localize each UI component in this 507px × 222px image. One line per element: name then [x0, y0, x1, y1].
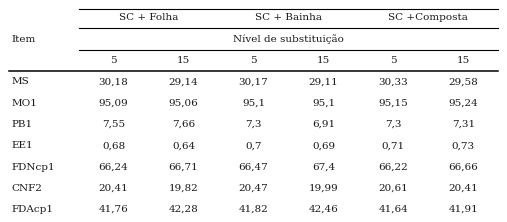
Text: 7,31: 7,31	[452, 120, 475, 129]
Text: 15: 15	[177, 56, 190, 65]
Text: 30,33: 30,33	[379, 77, 408, 86]
Text: 95,15: 95,15	[379, 99, 408, 108]
Text: 29,11: 29,11	[309, 77, 338, 86]
Text: EE1: EE1	[11, 141, 33, 150]
Text: 7,66: 7,66	[172, 120, 195, 129]
Text: 19,82: 19,82	[169, 184, 198, 193]
Text: 42,28: 42,28	[169, 205, 198, 214]
Text: SC +Composta: SC +Composta	[388, 13, 468, 22]
Text: 7,55: 7,55	[102, 120, 125, 129]
Text: 41,91: 41,91	[449, 205, 478, 214]
Text: 95,06: 95,06	[169, 99, 198, 108]
Text: 29,58: 29,58	[449, 77, 478, 86]
Text: 66,24: 66,24	[99, 163, 128, 172]
Text: 41,82: 41,82	[239, 205, 268, 214]
Text: 0,69: 0,69	[312, 141, 335, 150]
Text: 66,22: 66,22	[379, 163, 408, 172]
Text: 20,61: 20,61	[379, 184, 408, 193]
Text: 15: 15	[317, 56, 330, 65]
Text: MO1: MO1	[11, 99, 37, 108]
Text: FDAcp1: FDAcp1	[11, 205, 53, 214]
Text: 41,64: 41,64	[379, 205, 408, 214]
Text: 5: 5	[250, 56, 257, 65]
Text: 0,68: 0,68	[102, 141, 125, 150]
Text: SC + Folha: SC + Folha	[119, 13, 178, 22]
Text: 5: 5	[390, 56, 397, 65]
Text: 41,76: 41,76	[99, 205, 128, 214]
Text: PB1: PB1	[11, 120, 32, 129]
Text: 15: 15	[457, 56, 470, 65]
Text: 66,66: 66,66	[449, 163, 478, 172]
Text: 0,64: 0,64	[172, 141, 195, 150]
Text: 66,71: 66,71	[169, 163, 198, 172]
Text: FDNcp1: FDNcp1	[11, 163, 55, 172]
Text: 66,47: 66,47	[239, 163, 268, 172]
Text: Nível de substituição: Nível de substituição	[233, 34, 344, 44]
Text: 42,46: 42,46	[309, 205, 338, 214]
Text: 7,3: 7,3	[245, 120, 262, 129]
Text: 7,3: 7,3	[385, 120, 402, 129]
Text: 30,18: 30,18	[99, 77, 128, 86]
Text: Item: Item	[11, 35, 35, 44]
Text: 95,09: 95,09	[99, 99, 128, 108]
Text: 29,14: 29,14	[169, 77, 198, 86]
Text: MS: MS	[11, 77, 29, 86]
Text: 95,1: 95,1	[242, 99, 265, 108]
Text: SC + Bainha: SC + Bainha	[255, 13, 322, 22]
Text: 6,91: 6,91	[312, 120, 335, 129]
Text: 20,41: 20,41	[99, 184, 128, 193]
Text: 67,4: 67,4	[312, 163, 335, 172]
Text: 19,99: 19,99	[309, 184, 338, 193]
Text: 20,47: 20,47	[239, 184, 268, 193]
Text: 0,71: 0,71	[382, 141, 405, 150]
Text: 95,1: 95,1	[312, 99, 335, 108]
Text: 0,73: 0,73	[452, 141, 475, 150]
Text: 0,7: 0,7	[245, 141, 262, 150]
Text: 20,41: 20,41	[449, 184, 478, 193]
Text: 95,24: 95,24	[449, 99, 478, 108]
Text: 5: 5	[110, 56, 117, 65]
Text: 30,17: 30,17	[239, 77, 268, 86]
Text: CNF2: CNF2	[11, 184, 42, 193]
